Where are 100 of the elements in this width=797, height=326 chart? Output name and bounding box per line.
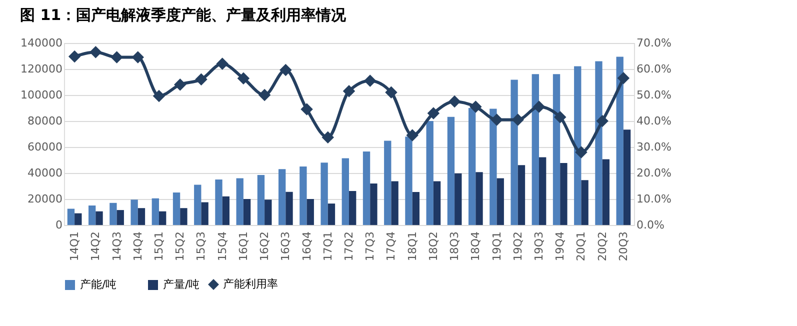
point [448,95,461,108]
point [300,103,313,116]
bar [623,130,631,225]
x-tick-label: 16Q1 [236,232,250,262]
point [237,72,250,84]
y2-tick-label: 50.0% [636,88,672,102]
bar [518,165,526,225]
x-tick-label: 15Q4 [216,232,229,262]
bar [454,173,462,225]
y-tick-label: 60000 [28,140,62,154]
y-tick-label: 20000 [28,192,62,206]
point [280,64,292,76]
y-tick-label: 100000 [20,88,62,102]
point [532,100,546,113]
bar [320,162,328,225]
x-tick-label: 17Q1 [321,232,334,262]
x-tick-label: 16Q2 [258,232,272,262]
bar [236,178,244,225]
point [216,58,228,70]
y2-tick-label: 10.0% [636,192,672,206]
bar [180,208,188,225]
point [152,90,166,102]
y-tick-label: 80000 [28,114,62,128]
bar [300,166,307,225]
bar [539,157,546,225]
y-tick-label: 40000 [28,166,62,180]
bar [67,208,75,225]
bar [172,192,180,225]
point [427,107,440,120]
point [617,72,630,84]
x-tick-label: 19Q3 [532,232,546,262]
point [195,73,208,86]
bar [342,158,349,225]
y2-tick-label: 0.0% [636,218,664,232]
bar [264,200,272,225]
legend-label: 产量/吨 [163,278,200,291]
y2-tick-label: 40.0% [636,114,672,128]
point [68,50,81,63]
bar [560,162,568,225]
bar [552,74,560,225]
x-tick-label: 14Q4 [131,232,144,262]
x-tick-label: 18Q2 [426,232,440,262]
point [512,114,524,126]
y2-tick-label: 60.0% [636,62,672,76]
bar [110,202,117,225]
point [385,86,398,99]
bar [159,211,166,225]
bar [370,184,378,225]
x-tick-label: 20Q3 [616,232,630,262]
x-tick-label: 19Q4 [554,232,567,262]
x-tick-label: 14Q3 [110,232,124,262]
x-tick-label: 17Q3 [364,232,377,262]
point [174,78,186,91]
x-tick-label: 18Q3 [448,232,462,262]
bar [152,198,159,225]
point [406,129,418,142]
bar [243,199,251,225]
x-tick-label: 14Q2 [89,232,102,262]
bar [616,56,624,225]
bar [222,196,230,225]
point [90,46,102,58]
y2-tick-label: 30.0% [636,140,672,154]
bar [88,206,96,225]
point [470,100,482,113]
point [596,114,608,128]
bar [476,172,483,225]
x-tick-label: 18Q1 [406,232,419,262]
point [110,51,123,64]
bar [433,181,441,225]
bar [215,180,222,225]
x-tick-label: 15Q3 [194,232,208,262]
x-tick-label: 15Q2 [174,232,187,262]
bar [581,180,588,225]
y2-tick-label: 70.0% [636,36,672,50]
bar [130,200,138,225]
point [575,146,588,158]
bar [496,178,504,225]
bar [391,181,398,225]
y-tick-label: 0 [56,218,62,232]
bar [194,184,202,225]
bar [349,190,356,225]
y2-tick-label: 20.0% [636,166,672,180]
bar [405,136,412,225]
x-tick-label: 14Q1 [68,232,82,262]
bar [96,211,103,225]
y-tick-label: 120000 [20,62,62,76]
x-tick-label: 20Q1 [574,232,588,262]
point [132,51,144,64]
bar [384,140,392,225]
y-tick-label: 140000 [20,36,62,50]
x-tick-label: 18Q4 [469,232,482,262]
bar [510,80,518,225]
x-tick-label: 20Q2 [596,232,609,262]
bar [201,202,208,225]
x-tick-label: 15Q1 [152,232,166,262]
bar [574,66,582,225]
bar [602,159,610,225]
bar [257,174,265,225]
bar [412,192,420,225]
bar [278,169,286,225]
